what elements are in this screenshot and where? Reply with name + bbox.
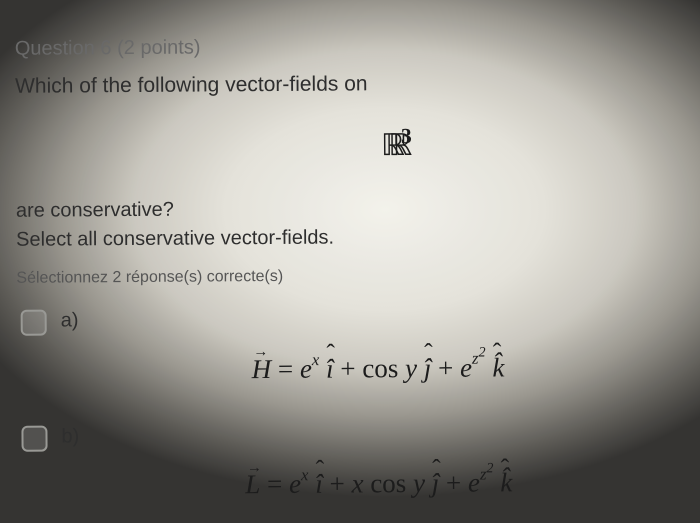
question-header: Question 6 (2 points) [15, 33, 659, 60]
option-a-label: a) [61, 309, 79, 332]
option-b-row: b) [21, 419, 661, 451]
option-b-formula-block: L = ex î + x cos y ĵ + ez2 k̂ [16, 459, 662, 502]
vector-space-symbol: ℝℝ3 [381, 124, 412, 163]
question-followup: are conservative? [16, 195, 660, 222]
option-b-formula: L = ex î + x cos y ĵ + ez2 k̂ [245, 468, 512, 500]
question-instruction: Select all conservative vector-fields. [16, 224, 660, 251]
question-points: (2 points) [111, 36, 200, 59]
option-a-checkbox[interactable] [21, 309, 47, 335]
question-prefix: Question [15, 37, 101, 60]
question-prompt: Which of the following vector-fields on [15, 70, 659, 98]
question-number: 6 [100, 37, 111, 59]
option-b-label: b) [61, 425, 79, 448]
option-a-row: a) [21, 303, 661, 335]
option-a-formula: H = ex î + cos y ĵ + ez2 k̂ [252, 352, 505, 384]
option-b-checkbox[interactable] [21, 425, 47, 451]
select-count-hint: Sélectionnez 2 réponse(s) correcte(s) [16, 265, 660, 287]
vector-space-line: ℝℝ3 [13, 122, 659, 165]
option-a-formula-block: H = ex î + cos y ĵ + ez2 k̂ [15, 343, 661, 386]
